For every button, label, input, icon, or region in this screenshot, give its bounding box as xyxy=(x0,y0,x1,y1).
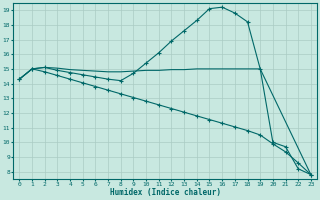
X-axis label: Humidex (Indice chaleur): Humidex (Indice chaleur) xyxy=(110,188,220,197)
